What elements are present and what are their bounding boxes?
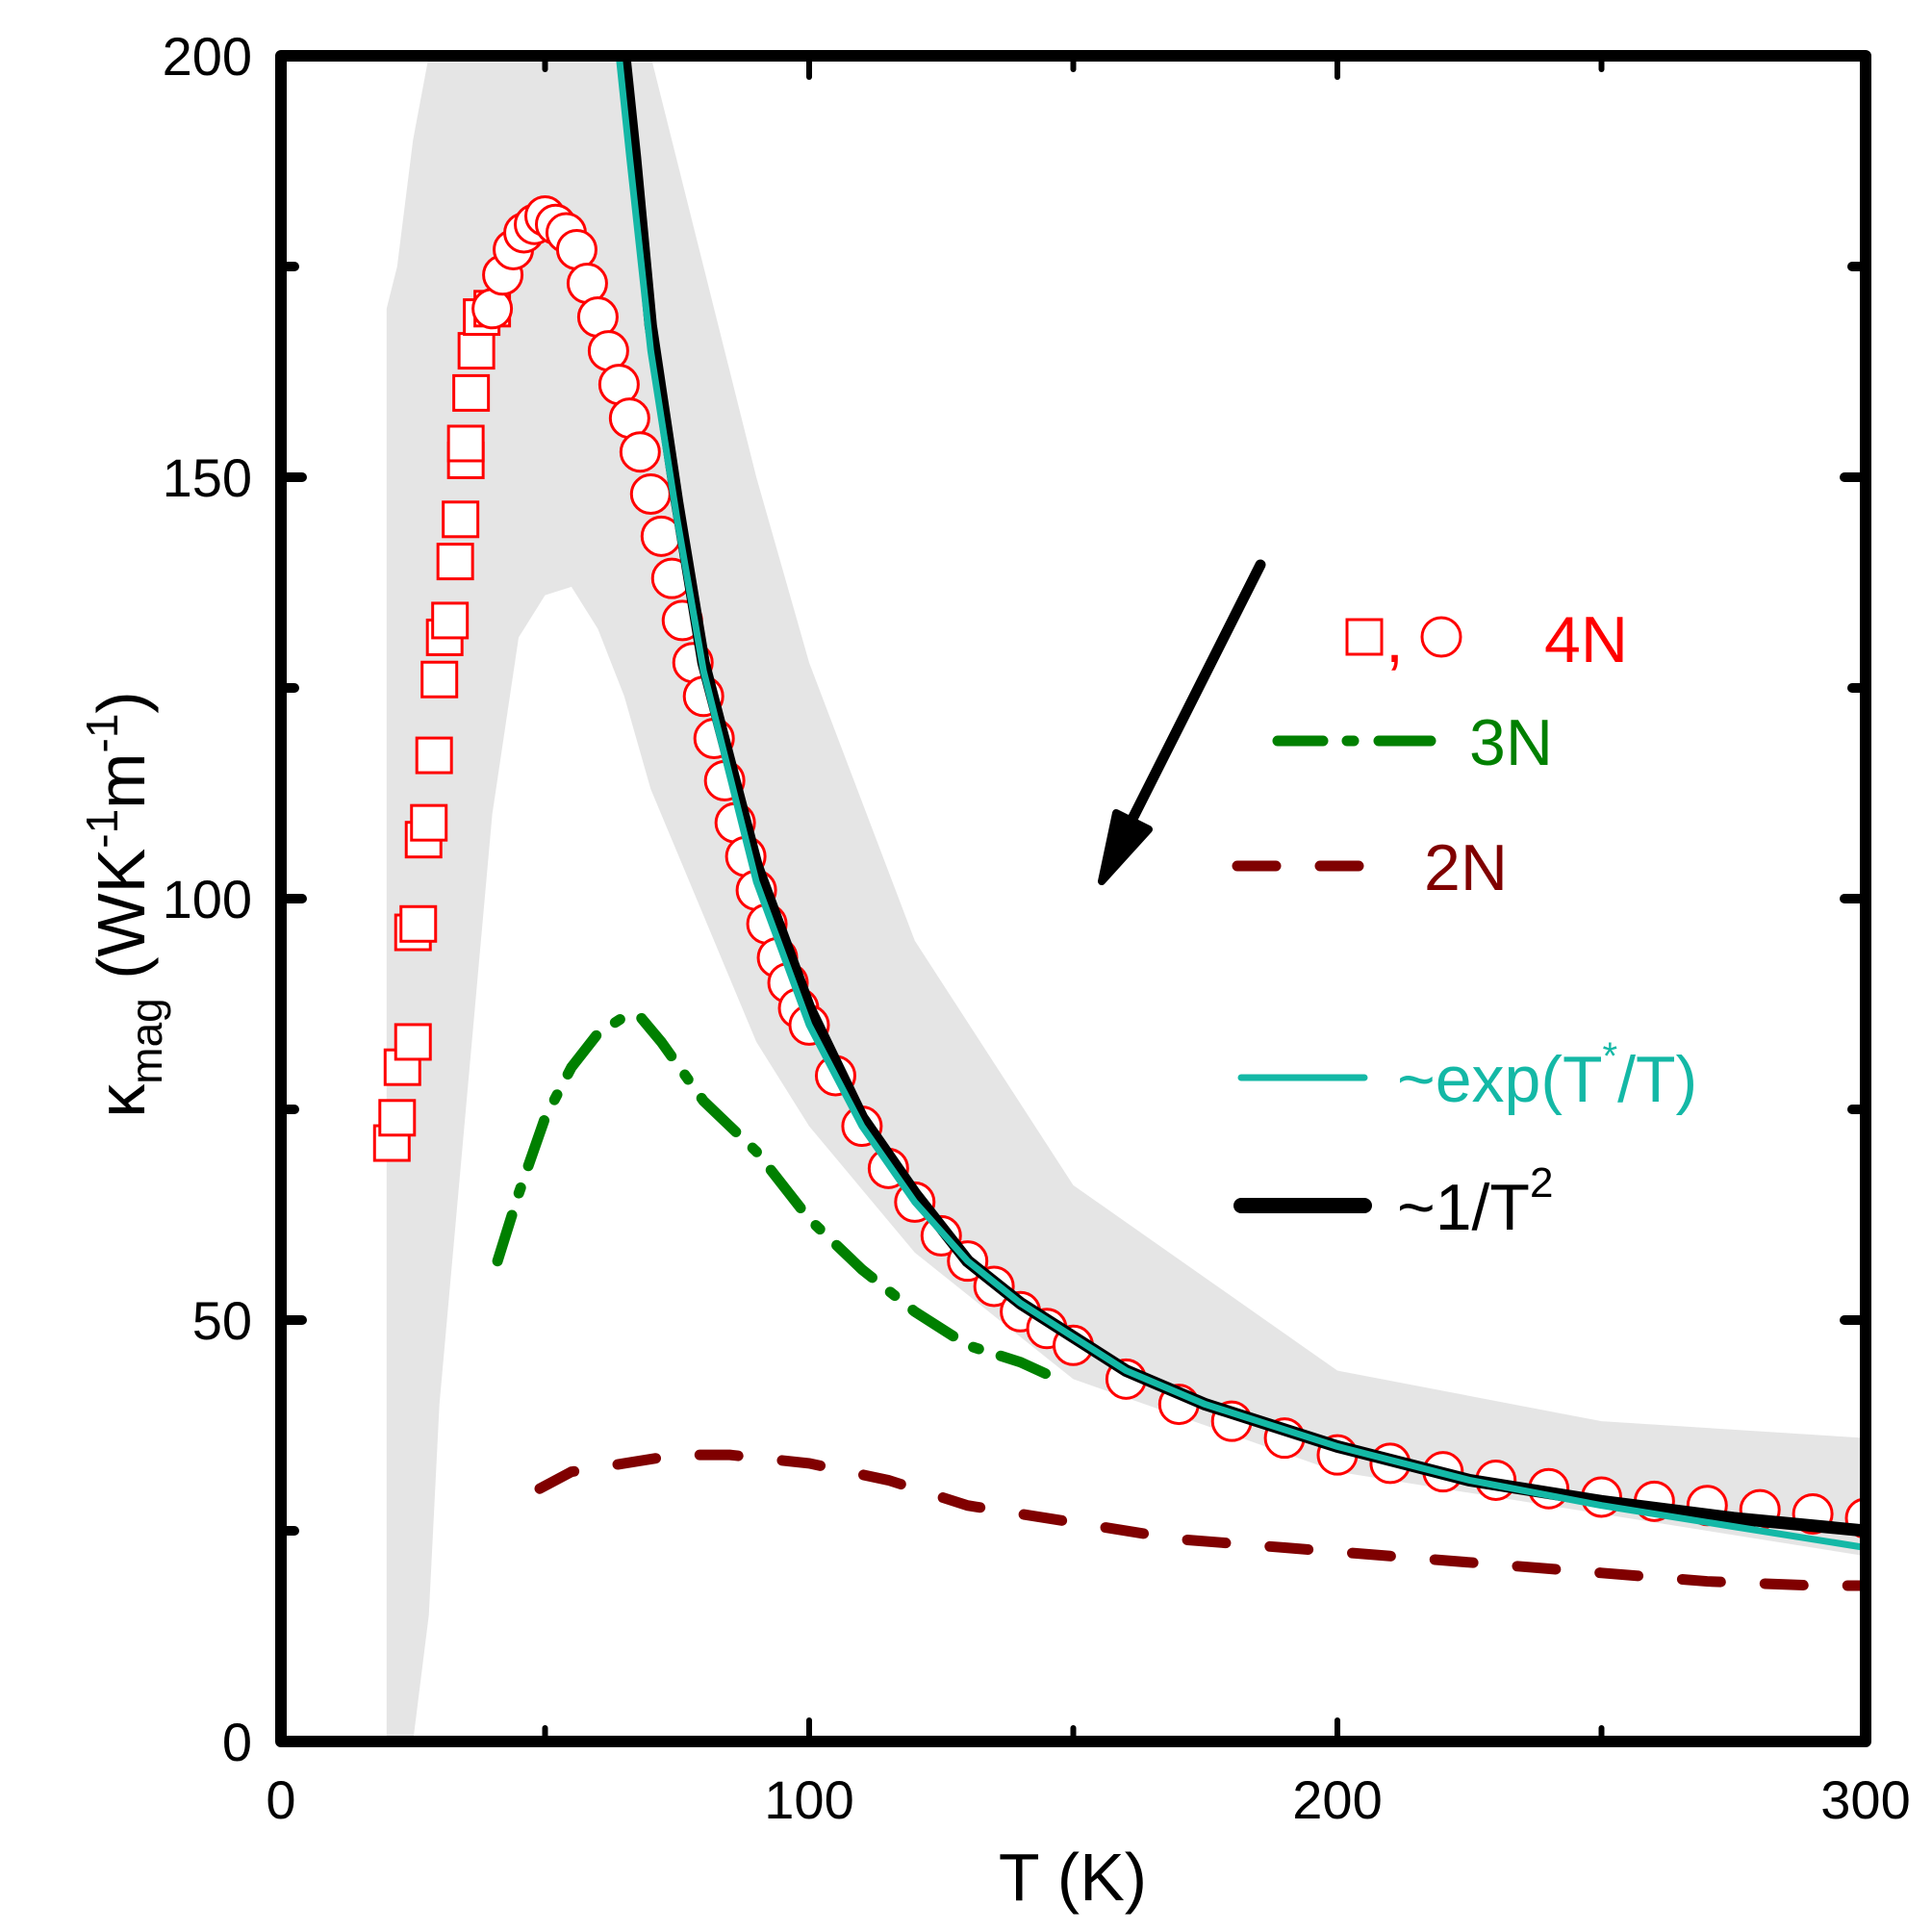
svg-text:,: , — [1385, 603, 1404, 676]
y-axis-symbol: κ — [84, 1083, 159, 1118]
arrow-annotation — [1098, 559, 1266, 885]
series-3n — [492, 1011, 1063, 1385]
data-point-square — [446, 424, 485, 463]
legend-item-4n: , 4N — [1345, 603, 1628, 676]
uncertainty-band — [386, 56, 1866, 1741]
data-point-square — [442, 500, 480, 539]
y-axis-sup: -1 — [77, 809, 127, 849]
data-point-square — [399, 904, 438, 943]
svg-text:~exp(T*/T): ~exp(T*/T) — [1397, 1035, 1697, 1116]
data-series — [372, 56, 1866, 1591]
series-exp — [615, 56, 1866, 1551]
x-tick-label: 0 — [266, 1769, 295, 1830]
data-point-square — [410, 803, 448, 842]
legend-label-4n: 4N — [1544, 603, 1628, 676]
y-axis-unit: (WK — [84, 849, 159, 979]
data-point-square — [378, 1099, 417, 1137]
svg-text:~1/T2: ~1/T2 — [1397, 1159, 1553, 1244]
data-point-square — [431, 601, 470, 640]
y-tick-label: 50 — [192, 1290, 252, 1351]
y-axis-title: κmag (WK-1m-1) — [77, 691, 171, 1117]
data-point-square — [457, 332, 496, 370]
x-tick-labels: 0 100 200 300 — [266, 1769, 1910, 1830]
data-point-square — [452, 373, 491, 412]
legend-item-3n: 3N — [1272, 706, 1553, 779]
series-2n — [534, 1449, 1866, 1591]
legend-label-inv-t2: ~1/T — [1397, 1171, 1530, 1244]
data-point-square — [394, 1023, 432, 1061]
y-axis-sub: mag — [121, 998, 171, 1083]
legend-label-2n: 2N — [1424, 831, 1508, 904]
data-point-square — [415, 736, 453, 775]
x-tick-label: 200 — [1292, 1769, 1382, 1830]
data-point-square — [420, 660, 459, 699]
data-point-circle — [629, 473, 672, 516]
x-tick-label: 300 — [1820, 1769, 1910, 1830]
legend: , 4N 3N 2N ~exp(T*/T) ~1/T2 — [1232, 603, 1697, 1244]
svg-text:κmag (WK-1m-1): κmag (WK-1m-1) — [77, 691, 171, 1117]
x-tick-label: 100 — [764, 1769, 853, 1830]
x-axis-title: T (K) — [999, 1840, 1147, 1915]
legend-item-inv-t2: ~1/T2 — [1233, 1159, 1553, 1244]
y-tick-label: 200 — [163, 26, 252, 87]
y-tick-label: 150 — [163, 447, 252, 508]
y-tick-label: 0 — [222, 1712, 252, 1772]
legend-item-exp: ~exp(T*/T) — [1237, 1035, 1697, 1116]
data-point-circle — [619, 431, 661, 473]
y-tick-labels: 0 50 100 150 200 — [163, 26, 252, 1772]
data-point-square — [436, 543, 474, 581]
legend-item-2n: 2N — [1232, 831, 1508, 904]
axis-ticks — [276, 53, 1870, 1744]
legend-label-exp: ~exp(T — [1397, 1043, 1603, 1116]
y-axis-sup: -1 — [77, 714, 127, 753]
y-axis-unit-m: m — [84, 752, 159, 808]
y-tick-label: 100 — [163, 869, 252, 929]
legend-label-3n: 3N — [1469, 706, 1553, 779]
